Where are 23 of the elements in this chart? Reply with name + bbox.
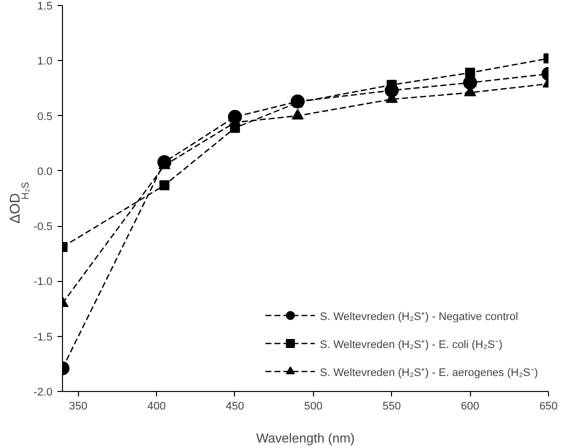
y-tick-label: 0.5 [37, 110, 53, 123]
y-tick-label: -1.5 [34, 331, 53, 344]
y-tick-label: 1.0 [37, 56, 53, 68]
x-tick-label: 450 [226, 400, 244, 412]
x-tick-label: 600 [460, 400, 480, 412]
point [465, 68, 476, 78]
y-axis-title: ΔODH₂S [6, 182, 32, 224]
y-tick-label: 0.0 [37, 166, 53, 178]
x-tick-label: 650 [539, 400, 558, 412]
y-tick-label: 1.5 [37, 0, 53, 12]
legend-label: S. Weltevreden (H₂S⁺) - E. coli (H₂S⁻) [320, 338, 503, 350]
legend-label: S. Weltevreden (H₂S⁺) - Negative control [320, 310, 518, 322]
x-axis-title: Wavelength (nm) [256, 430, 355, 446]
x-tick-label: 400 [147, 400, 166, 412]
x-tick-label: 350 [69, 400, 88, 412]
y-tick-label: -1.0 [34, 276, 53, 288]
legend-label: S. Weltevreden (H₂S⁺) - E. aerogenes (H₂S⁻) [320, 366, 538, 378]
point [292, 108, 304, 120]
point [159, 180, 170, 190]
x-tick-label: 500 [304, 400, 323, 412]
x-tick-label: 550 [382, 400, 401, 412]
y-tick-label: -2.0 [34, 386, 53, 398]
y-tick-label: -0.5 [34, 221, 53, 234]
